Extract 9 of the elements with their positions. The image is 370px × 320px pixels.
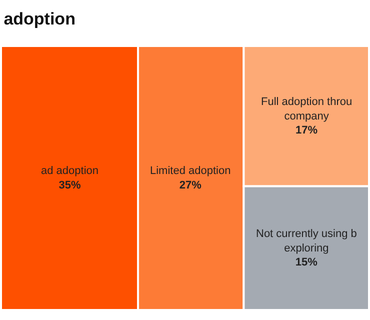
category-label: ad adoption [41, 165, 98, 177]
data-label: 17% [296, 124, 318, 137]
category-label: Full adoption throu company [261, 96, 352, 122]
text: adoption [4, 10, 76, 29]
data-label: 35% [58, 179, 81, 192]
category-label: Limited adoption [150, 165, 231, 177]
data-label: 27% [179, 179, 202, 192]
category-label: Not currently using b exploring [256, 228, 357, 254]
data-label: 15% [295, 256, 318, 269]
